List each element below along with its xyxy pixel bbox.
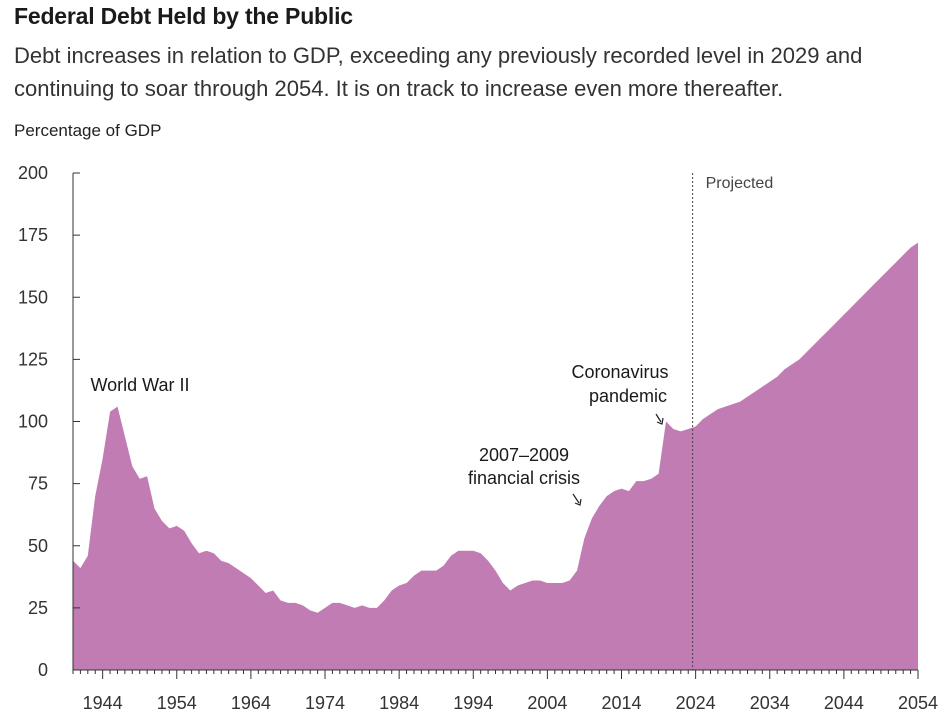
y-tick-label: 100 <box>18 412 48 432</box>
y-tick-label: 175 <box>18 225 48 245</box>
x-tick-label: 1964 <box>231 693 271 713</box>
y-tick-label: 125 <box>18 349 48 369</box>
chart-title: Federal Debt Held by the Public <box>14 3 353 29</box>
x-tick-label: 2014 <box>601 693 641 713</box>
x-tick-label: 1944 <box>83 693 123 713</box>
y-tick-label: 200 <box>18 163 48 183</box>
x-tick-label: 1994 <box>453 693 493 713</box>
y-tick-label: 25 <box>28 598 48 618</box>
debt-area-series <box>73 242 918 670</box>
annotation-world-war-ii: World War II <box>90 375 189 395</box>
annotation-coronavirus-line2: pandemic <box>589 386 667 406</box>
annotation-coronavirus-line1: Coronavirus <box>571 362 668 382</box>
x-tick-label: 1954 <box>157 693 197 713</box>
chart-subtitle: Debt increases in relation to GDP, excee… <box>14 43 863 101</box>
y-tick-label: 50 <box>28 536 48 556</box>
x-tick-label: 2054 <box>898 693 938 713</box>
y-tick-label: 75 <box>28 474 48 494</box>
financial-crisis-arrow-head <box>574 498 582 506</box>
coronavirus-arrow-head <box>656 417 664 425</box>
coronavirus-arrow <box>655 413 662 423</box>
annotation-financial-crisis-line2: financial crisis <box>468 468 580 488</box>
y-tick-label: 150 <box>18 287 48 307</box>
financial-crisis-arrow <box>572 493 580 504</box>
x-tick-label: 2044 <box>824 693 864 713</box>
y-tick-label: 0 <box>38 660 48 680</box>
x-tick-label: 1974 <box>305 693 345 713</box>
x-tick-label: 1984 <box>379 693 419 713</box>
x-tick-label: 2034 <box>750 693 790 713</box>
x-tick-label: 2004 <box>527 693 567 713</box>
x-tick-label: 2024 <box>676 693 716 713</box>
annotation-financial-crisis-line1: 2007–2009 <box>479 445 569 465</box>
projected-label: Projected <box>706 175 774 192</box>
y-axis-label: Percentage of GDP <box>14 121 162 140</box>
